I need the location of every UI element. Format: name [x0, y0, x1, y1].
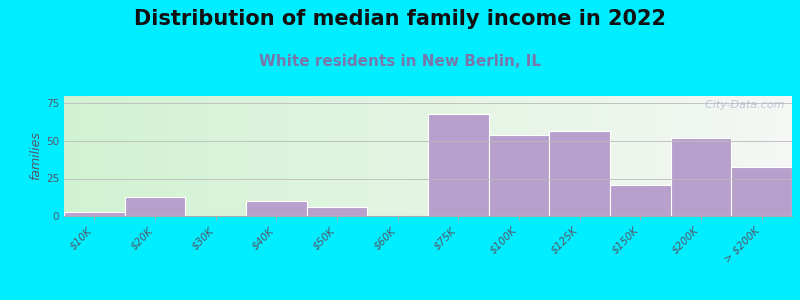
Bar [731, 167, 792, 216]
Bar [64, 212, 125, 216]
Text: White residents in New Berlin, IL: White residents in New Berlin, IL [259, 54, 541, 69]
Bar [550, 130, 610, 216]
Text: Distribution of median family income in 2022: Distribution of median family income in … [134, 9, 666, 29]
Bar [125, 196, 186, 216]
Bar [670, 138, 731, 216]
Y-axis label: families: families [29, 132, 42, 180]
Bar [610, 184, 670, 216]
Bar [306, 207, 367, 216]
Bar [246, 201, 306, 216]
Bar [428, 114, 489, 216]
Bar [489, 135, 550, 216]
Text: City-Data.com: City-Data.com [698, 100, 785, 110]
